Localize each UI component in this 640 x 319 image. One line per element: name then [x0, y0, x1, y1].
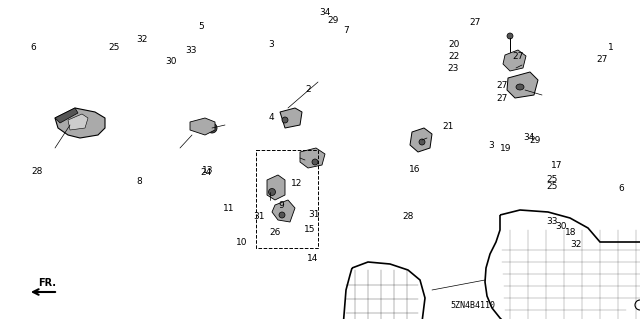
Polygon shape — [410, 128, 432, 152]
Polygon shape — [280, 108, 302, 128]
Circle shape — [507, 33, 513, 39]
Polygon shape — [267, 175, 285, 200]
Circle shape — [635, 300, 640, 310]
Text: 30: 30 — [555, 222, 566, 231]
Text: 1: 1 — [609, 43, 614, 52]
Text: 27: 27 — [513, 52, 524, 61]
Text: 9: 9 — [279, 201, 284, 210]
Circle shape — [312, 159, 318, 165]
Text: 24: 24 — [200, 168, 212, 177]
Text: 6: 6 — [31, 43, 36, 52]
Text: 26: 26 — [269, 228, 281, 237]
Text: 27: 27 — [496, 94, 508, 103]
Circle shape — [269, 189, 275, 196]
Text: 31: 31 — [253, 212, 264, 221]
Text: 25: 25 — [546, 175, 557, 184]
Text: 34: 34 — [319, 8, 331, 17]
Text: 7: 7 — [343, 26, 348, 35]
Text: 20: 20 — [449, 40, 460, 49]
Text: 33: 33 — [185, 46, 196, 55]
Text: 25: 25 — [108, 43, 120, 52]
Text: 13: 13 — [202, 166, 214, 175]
Text: 12: 12 — [291, 179, 303, 188]
Text: 29: 29 — [327, 16, 339, 25]
Text: 30: 30 — [166, 57, 177, 66]
Circle shape — [279, 212, 285, 218]
Text: 28: 28 — [31, 167, 43, 176]
Text: 27: 27 — [496, 81, 508, 90]
Text: 15: 15 — [304, 225, 316, 234]
Text: 18: 18 — [565, 228, 577, 237]
Text: 27: 27 — [469, 19, 481, 27]
Text: 31: 31 — [308, 210, 319, 219]
Polygon shape — [300, 148, 325, 168]
Text: 14: 14 — [307, 254, 318, 263]
Text: 29: 29 — [529, 136, 541, 145]
Text: 23: 23 — [447, 64, 459, 73]
Text: 22: 22 — [449, 52, 460, 61]
Text: 3: 3 — [489, 141, 494, 150]
Text: 3: 3 — [269, 40, 274, 48]
Polygon shape — [272, 200, 295, 222]
Circle shape — [282, 117, 288, 123]
Polygon shape — [68, 114, 88, 130]
Text: 10: 10 — [236, 238, 248, 247]
Text: 16: 16 — [409, 165, 420, 174]
Text: FR.: FR. — [38, 278, 56, 288]
Circle shape — [207, 123, 217, 133]
Ellipse shape — [516, 84, 524, 90]
Text: 5: 5 — [199, 22, 204, 31]
Text: 5ZN4B4110: 5ZN4B4110 — [450, 300, 495, 309]
Text: 8: 8 — [137, 177, 142, 186]
Text: 19: 19 — [500, 144, 511, 153]
Text: 33: 33 — [546, 217, 557, 226]
Text: 32: 32 — [136, 35, 148, 44]
Polygon shape — [190, 118, 215, 135]
Text: 32: 32 — [570, 241, 582, 249]
Bar — [256, 150, 318, 248]
Polygon shape — [503, 50, 526, 71]
Polygon shape — [507, 72, 538, 98]
Text: 27: 27 — [596, 56, 607, 64]
Text: 34: 34 — [523, 133, 534, 142]
Text: 6: 6 — [618, 184, 623, 193]
Text: 2: 2 — [306, 85, 311, 94]
Text: 28: 28 — [403, 212, 414, 221]
Text: 11: 11 — [223, 204, 235, 213]
Text: 17: 17 — [551, 161, 563, 170]
Polygon shape — [55, 108, 105, 138]
Circle shape — [419, 139, 425, 145]
Text: 25: 25 — [546, 182, 557, 191]
Text: 21: 21 — [442, 122, 454, 131]
Polygon shape — [55, 108, 78, 123]
Text: 4: 4 — [269, 113, 274, 122]
